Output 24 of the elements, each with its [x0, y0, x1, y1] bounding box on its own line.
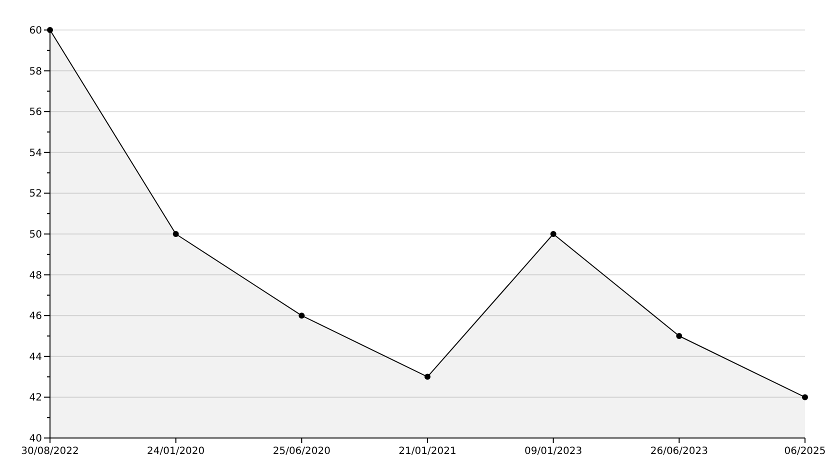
y-tick-label: 54	[29, 148, 42, 159]
x-tick-label: 21/01/2021	[398, 446, 456, 457]
y-tick-label: 44	[29, 352, 42, 363]
point	[424, 374, 430, 380]
point	[802, 394, 808, 400]
x-tick-label: 25/06/2020	[272, 446, 330, 457]
y-tick-label: 42	[29, 392, 42, 404]
x-tick-label: 26/06/2023	[650, 446, 708, 457]
y-tick-label: 56	[29, 107, 42, 118]
point	[298, 312, 305, 319]
y-tick-label: 58	[29, 66, 42, 78]
point	[172, 231, 179, 237]
y-tick-label: 48	[29, 270, 42, 282]
y-tick-label: 60	[29, 26, 42, 36]
x-tick-label: 09/01/2023	[524, 446, 582, 457]
point	[550, 231, 556, 237]
y-tick-label: 52	[29, 188, 42, 200]
y-tick-label: 46	[29, 311, 42, 322]
x-tick-label: 30/08/2022	[21, 446, 79, 457]
x-tick-label: 24/01/2020	[147, 446, 205, 457]
y-tick-label: 50	[29, 230, 42, 240]
y-tick-label: 40	[29, 434, 42, 444]
x-tick-label: 06/2025	[784, 446, 826, 457]
point	[676, 333, 682, 339]
